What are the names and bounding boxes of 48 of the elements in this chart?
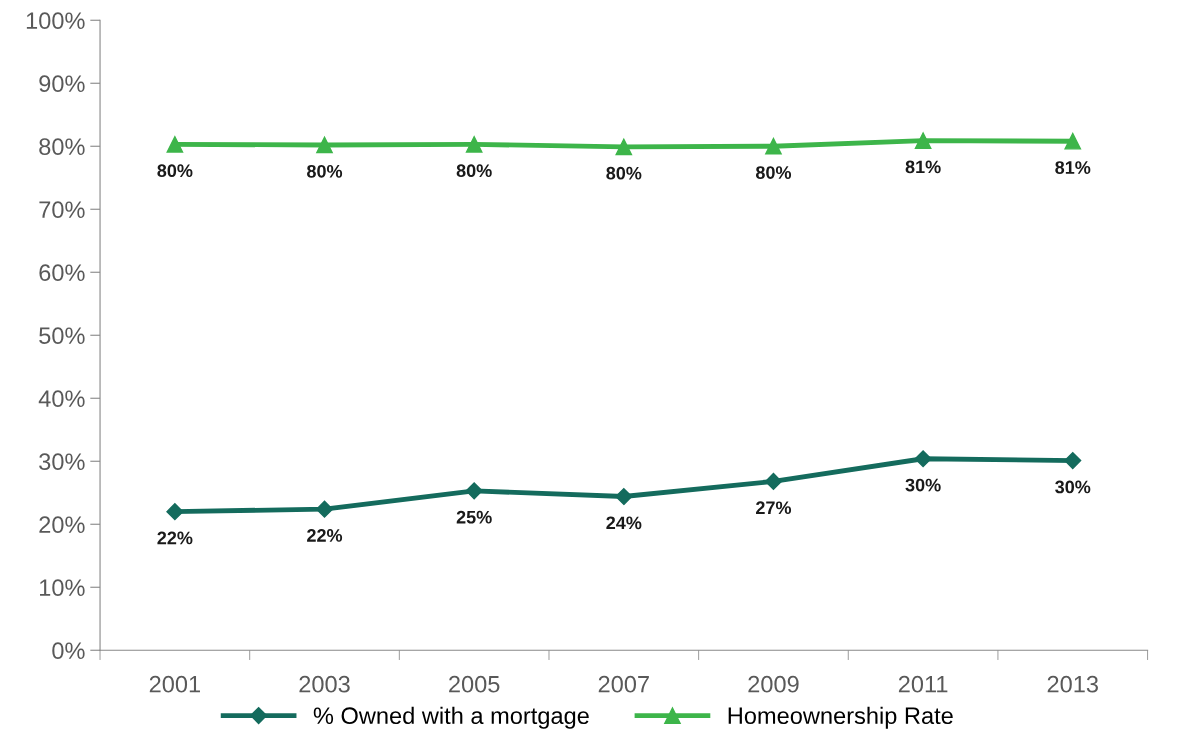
y-tick-label: 40% (38, 390, 85, 408)
point (1064, 132, 1082, 150)
point (764, 472, 783, 490)
legend-label: Homeownership Rate (728, 706, 953, 729)
y-tick-label: 70% (39, 201, 85, 219)
x-tick-label: 2003 (299, 675, 350, 693)
data-label: 22% (157, 531, 193, 545)
x-tick-label: 2011 (898, 675, 948, 693)
data-label: 80% (307, 164, 343, 178)
point (166, 136, 184, 153)
y-tick-label: 50% (39, 327, 85, 345)
point (316, 136, 333, 154)
x-tick-label: 2009 (748, 675, 799, 693)
point (465, 136, 483, 153)
x-tick-label: 2001 (149, 675, 200, 693)
y-tick-label: 90% (39, 75, 85, 93)
point (166, 503, 184, 521)
point (615, 138, 633, 156)
point (1064, 452, 1082, 470)
data-label: 22% (307, 529, 343, 542)
point (914, 450, 932, 468)
data-label: 80% (606, 166, 642, 180)
data-label: 30% (1055, 480, 1091, 494)
data-label: 80% (456, 164, 492, 178)
data-label: 27% (756, 501, 792, 515)
point (315, 500, 334, 518)
data-label: 30% (905, 478, 941, 492)
y-tick-label: 100% (26, 12, 85, 30)
x-tick-label: 2013 (1047, 675, 1098, 693)
point (914, 132, 932, 149)
point (615, 487, 633, 506)
legend-label: % Owned with a mortgage (313, 706, 589, 729)
y-tick-label: 60% (39, 264, 85, 282)
data-label: 80% (755, 166, 792, 179)
y-tick-label: 80% (39, 138, 85, 156)
point (765, 137, 782, 155)
data-label: 25% (456, 510, 492, 524)
x-tick-label: 2007 (598, 675, 649, 693)
point (465, 482, 483, 500)
y-tick-label: 10% (40, 579, 85, 597)
data-label: 24% (606, 516, 642, 530)
y-tick-label: 0% (52, 642, 85, 660)
x-tick-label: 2005 (449, 675, 500, 693)
data-label: 80% (157, 164, 193, 178)
data-label: 81% (1055, 161, 1091, 174)
y-tick-label: 20% (39, 516, 85, 534)
y-tick-label: 30% (39, 453, 85, 471)
data-label: 81% (905, 160, 941, 174)
